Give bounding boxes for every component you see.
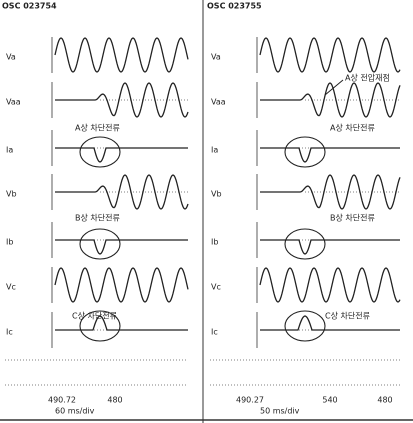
time-scale: 50 ms/div [260, 407, 300, 416]
channel-label: Va [211, 53, 221, 62]
channel-label: Ia [6, 146, 13, 155]
waveform [260, 38, 400, 72]
channel-label: Vb [6, 190, 17, 199]
waveform [55, 38, 188, 72]
panel-title: OSC 023755 [207, 2, 262, 11]
panel-title: OSC 023754 [2, 2, 57, 11]
annotation: A상 차단전류 [330, 123, 375, 133]
annotation: C상 차단전류 [72, 311, 117, 321]
channel-label: Va [6, 53, 16, 62]
waveform [260, 148, 400, 162]
footer-tick: 480 [107, 396, 122, 405]
time-scale: 60 ms/div [55, 407, 95, 416]
channel-label: Ic [211, 328, 218, 337]
waveform [55, 268, 188, 302]
oscillogram: OSC 023754 Va Vaa Ia Vb Ib Vc Ic A상 차단전류 B상 차단전류 C… [0, 0, 413, 423]
channel-label: Vc [211, 283, 221, 292]
annotation: B상 차단전류 [75, 213, 120, 223]
channel-label: Vaa [6, 98, 21, 107]
annotation: B상 차단전류 [330, 213, 375, 223]
channel-label: Ib [6, 238, 13, 247]
annotation: C상 차단전류 [325, 311, 370, 321]
channel-label: Ia [211, 146, 218, 155]
footer-tick: 490.72 [48, 396, 76, 405]
channel-label: Vaa [211, 98, 226, 107]
waveform [260, 268, 400, 302]
waveform [55, 148, 188, 162]
footer-tick: 490.27 [236, 396, 264, 405]
channel-label: Vc [6, 283, 16, 292]
annotation: A상 전압재점 [345, 73, 390, 83]
waveform [55, 240, 188, 254]
footer-tick: 480 [377, 396, 392, 405]
waveform [260, 240, 400, 254]
channel-label: Ib [211, 238, 218, 247]
channel-label: Vb [211, 190, 222, 199]
channel-label: Ic [6, 328, 13, 337]
footer-tick: 540 [322, 396, 337, 405]
annotation: A상 차단전류 [75, 123, 120, 133]
